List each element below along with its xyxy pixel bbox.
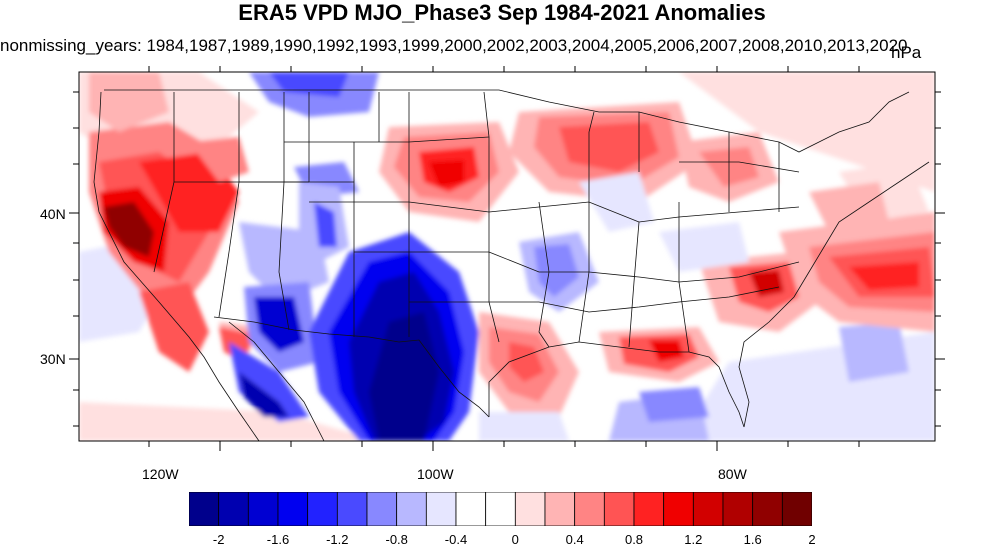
colorbar-swatch [336, 492, 368, 526]
map-subtitle: nonmissing_years: 1984,1987,1989,1990,19… [0, 36, 908, 55]
boundary-lines [93, 89, 930, 441]
colorbar-swatch [603, 492, 635, 526]
colorbar-swatch [455, 492, 487, 526]
lon-tick-label-80w: 80W [718, 466, 747, 482]
colorbar-swatch [277, 492, 309, 526]
colorbar-swatch [663, 492, 694, 526]
colorbar-swatch [425, 492, 457, 526]
colorbar-label: 0.4 [565, 532, 584, 547]
map-ticks [69, 66, 945, 451]
colorbar-label: 2 [808, 532, 816, 547]
colorbar-label: -1.6 [266, 532, 290, 547]
colorbar-swatch [514, 492, 546, 526]
colorbar [189, 492, 812, 526]
colorbar-label: 1.6 [743, 532, 762, 547]
colorbar-swatch [485, 492, 516, 526]
lat-tick-label-30n: 30N [40, 351, 66, 367]
lon-tick-label-100w: 100W [417, 466, 454, 482]
anomaly-map [69, 66, 945, 451]
colorbar-swatch [781, 492, 812, 526]
map-panel [69, 66, 945, 451]
colorbar-swatch [366, 492, 398, 526]
colorbar-label: -0.4 [444, 532, 468, 547]
lon-tick-label-120w: 120W [142, 466, 179, 482]
colorbar-swatch [722, 492, 754, 526]
colorbar-swatch [633, 492, 665, 526]
colorbar-label: 1.2 [684, 532, 703, 547]
map-border [78, 71, 936, 442]
colorbar-label: 0.8 [624, 532, 644, 547]
units-label: hPa [891, 43, 922, 62]
lat-tick-label-40n: 40N [40, 206, 66, 222]
colorbar-label: -2 [212, 532, 225, 547]
colorbar-label: -0.8 [385, 532, 408, 547]
colorbar-swatch [692, 492, 724, 526]
colorbar-label: 0 [511, 532, 519, 547]
colorbar-swatch [218, 492, 249, 526]
colorbar-label: -1.2 [326, 532, 349, 547]
colorbar-swatch [396, 492, 427, 526]
colorbar-swatch [574, 492, 605, 526]
colorbar-swatch [247, 492, 279, 526]
map-title: ERA5 VPD MJO_Phase3 Sep 1984-2021 Anomal… [238, 0, 766, 25]
colorbar-swatch [544, 492, 576, 526]
colorbar-swatch [752, 492, 783, 526]
colorbar-swatch [307, 492, 338, 526]
colorbar-swatch [189, 492, 220, 526]
anomaly-field [79, 72, 935, 441]
